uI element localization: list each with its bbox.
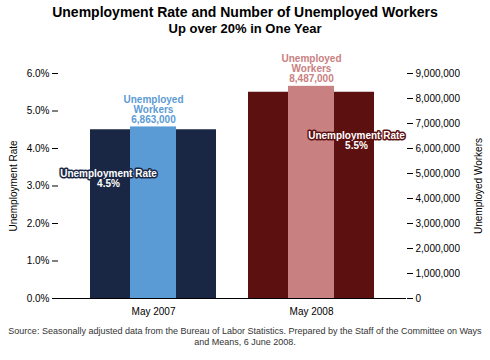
svg-text:0: 0: [416, 293, 422, 304]
svg-text:Unemployed Workers: Unemployed Workers: [473, 138, 484, 234]
html-text:Source: Seasonally adjusted da: Source: Seasonally adjusted data from th…: [8, 326, 482, 347]
svg-text:UnemployedWorkers8,487,000: UnemployedWorkers8,487,000: [281, 53, 341, 84]
svg-text:May 2008: May 2008: [290, 306, 334, 317]
svg-text:Unemployment Rate4.5%: Unemployment Rate4.5%: [60, 168, 157, 189]
svg-text:4.0%: 4.0%: [27, 143, 50, 154]
svg-text:3,000,000: 3,000,000: [416, 218, 461, 229]
svg-text:6.0%: 6.0%: [27, 68, 50, 79]
svg-text:May 2007: May 2007: [132, 306, 176, 317]
svg-text:2,000,000: 2,000,000: [416, 243, 461, 254]
svg-text:UnemployedWorkers6,863,000: UnemployedWorkers6,863,000: [123, 94, 183, 125]
svg-text:Unemployment Rate5.5%: Unemployment Rate5.5%: [308, 130, 405, 151]
svg-text:3.0%: 3.0%: [27, 180, 50, 191]
html-text:Unemployment Rate and Number o: Unemployment Rate and Number of Unemploy…: [52, 4, 438, 20]
svg-text:Unemployment Rate: Unemployment Rate: [8, 140, 19, 232]
svg-text:0.0%: 0.0%: [27, 293, 50, 304]
svg-text:9,000,000: 9,000,000: [416, 68, 461, 79]
svg-text:7,000,000: 7,000,000: [416, 118, 461, 129]
html-text:Up over 20% in One Year: Up over 20% in One Year: [168, 21, 322, 36]
svg-text:4,000,000: 4,000,000: [416, 193, 461, 204]
svg-text:5,000,000: 5,000,000: [416, 168, 461, 179]
svg-text:2.0%: 2.0%: [27, 218, 50, 229]
svg-text:1,000,000: 1,000,000: [416, 268, 461, 279]
svg-text:8,000,000: 8,000,000: [416, 93, 461, 104]
svg-text:1.0%: 1.0%: [27, 255, 50, 266]
svg-text:6,000,000: 6,000,000: [416, 143, 461, 154]
svg-text:5.0%: 5.0%: [27, 105, 50, 116]
